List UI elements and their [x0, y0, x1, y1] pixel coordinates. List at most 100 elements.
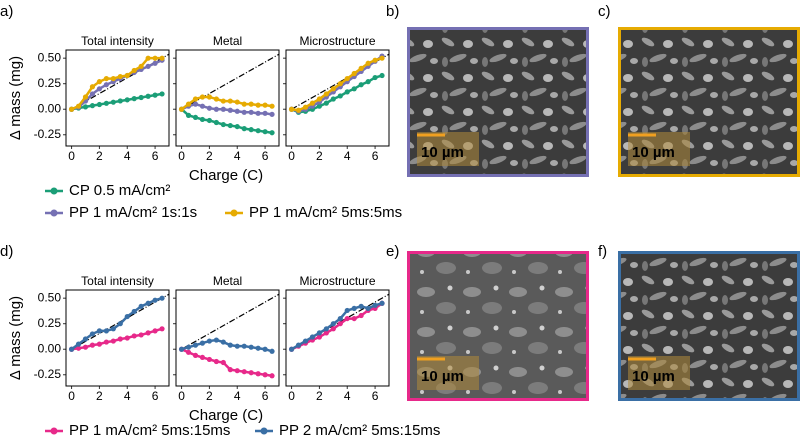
data-point: [248, 370, 254, 376]
data-point: [255, 345, 261, 351]
data-point: [185, 101, 192, 107]
data-point: [192, 352, 199, 358]
data-point: [192, 342, 199, 348]
y-tick-label: 0.00: [38, 341, 62, 355]
reference-line: [181, 293, 279, 350]
x-tick-label: 4: [344, 149, 351, 163]
plot-frame: [175, 49, 280, 147]
legend-key-point: [230, 209, 238, 217]
data-point: [117, 98, 123, 104]
x-tick-label: 2: [206, 149, 213, 163]
data-point: [379, 55, 385, 61]
data-point: [68, 106, 75, 112]
data-point: [110, 99, 116, 105]
panel-label: a): [0, 3, 13, 20]
data-point: [262, 110, 268, 116]
data-point: [145, 93, 151, 99]
y-tick-label: -0.25: [34, 127, 62, 141]
data-point: [295, 342, 302, 348]
plot-area: [68, 293, 169, 352]
data-point: [227, 122, 233, 129]
data-point: [124, 72, 130, 79]
reference-line: [181, 53, 279, 110]
x-tick-label: 0: [178, 149, 185, 163]
data-point: [89, 331, 96, 337]
legend-label: PP 1 mA/cm² 5ms:5ms: [249, 204, 402, 221]
data-point: [159, 295, 165, 301]
data-point: [351, 305, 357, 311]
data-point: [234, 368, 240, 374]
x-tick-label: 6: [262, 149, 269, 163]
legend-label: PP 2 mA/cm² 5ms:15ms: [279, 422, 440, 438]
data-point: [103, 328, 109, 334]
data-point: [124, 313, 130, 320]
data-point: [213, 337, 219, 343]
y-tick-label: 0.25: [38, 76, 62, 90]
data-point: [213, 119, 219, 126]
data-point: [206, 117, 213, 124]
data-point: [262, 129, 268, 135]
x-tick-label: 6: [262, 389, 269, 403]
data-point: [372, 302, 378, 308]
data-point: [262, 102, 268, 108]
data-point: [159, 55, 165, 61]
x-tick-label: 2: [316, 389, 323, 403]
data-point: [206, 94, 213, 100]
scale-bar-label: 10 µm: [632, 144, 675, 161]
x-tick-label: 0: [288, 389, 295, 403]
data-point: [255, 128, 261, 134]
data-point: [269, 111, 275, 117]
data-point: [255, 371, 261, 377]
data-point: [262, 346, 268, 352]
x-tick-label: 6: [152, 389, 159, 403]
data-point: [75, 103, 82, 109]
scale-bar-bg: [417, 356, 479, 390]
data-point: [220, 359, 226, 366]
data-point: [316, 103, 323, 109]
data-point: [288, 346, 295, 352]
data-point: [316, 330, 323, 336]
data-point: [159, 91, 165, 97]
data-point: [227, 342, 233, 348]
data-point: [110, 326, 116, 332]
x-axis-label: Charge (C): [189, 407, 263, 424]
x-tick-label: 0: [68, 389, 75, 403]
data-point: [192, 114, 199, 121]
data-point: [220, 121, 226, 128]
plot-area: [178, 53, 279, 136]
data-point: [178, 106, 185, 112]
plot-area: [288, 293, 389, 352]
legend-key-point: [260, 427, 268, 435]
facet-title: Metal: [213, 34, 242, 48]
data-point: [379, 300, 385, 306]
data-point: [131, 96, 137, 102]
data-point: [199, 354, 206, 361]
data-point: [351, 315, 357, 322]
data-point: [255, 102, 261, 108]
y-tick-label: 0.50: [38, 290, 62, 304]
legend-label: CP 0.5 mA/cm²: [69, 182, 170, 199]
data-point: [337, 315, 343, 322]
data-point: [145, 300, 151, 306]
x-tick-label: 6: [372, 149, 379, 163]
facet-title: Total intensity: [81, 274, 154, 288]
data-point: [131, 308, 137, 315]
data-point: [323, 100, 329, 106]
data-point: [344, 89, 350, 95]
data-point: [344, 75, 350, 82]
data-point: [206, 356, 213, 363]
data-point: [330, 96, 336, 102]
data-point: [213, 106, 219, 112]
data-point: [152, 60, 158, 66]
data-point: [185, 344, 192, 350]
data-point: [96, 341, 103, 347]
data-point: [316, 334, 323, 340]
data-point: [227, 107, 233, 113]
data-point: [295, 107, 302, 113]
data-point: [337, 321, 343, 327]
data-point: [124, 97, 130, 103]
data-point: [358, 65, 364, 71]
data-point: [309, 100, 316, 106]
data-point: [178, 346, 185, 352]
data-point: [138, 63, 144, 69]
